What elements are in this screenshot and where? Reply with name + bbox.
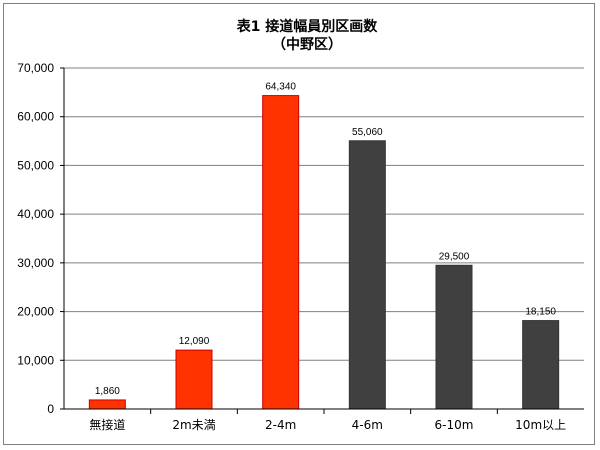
x-axis-categories: 無接道 2m未満 2-4m 4-6m 6-10m 10m以上 — [89, 409, 566, 432]
x-category-label: 10m以上 — [515, 418, 566, 432]
data-label: 29,500 — [439, 251, 470, 262]
data-label: 1,860 — [95, 386, 120, 397]
bar — [175, 349, 213, 410]
bar — [348, 140, 386, 410]
y-tick-label: 0 — [47, 402, 54, 416]
x-category-label: 無接道 — [89, 417, 125, 432]
bar — [88, 399, 126, 410]
y-tick-label: 70,000 — [17, 61, 54, 75]
data-label: 55,060 — [352, 127, 383, 138]
data-label: 64,340 — [265, 82, 296, 93]
x-category-label: 2-4m — [265, 418, 296, 432]
x-category-label: 6-10m — [435, 418, 474, 432]
y-tick-label: 10,000 — [17, 353, 54, 367]
data-label: 18,150 — [525, 307, 556, 318]
chart-title: 表1 接道幅員別区画数 — [236, 18, 379, 35]
y-tick-label: 50,000 — [17, 158, 54, 172]
bar — [522, 320, 560, 410]
x-category-label: 4-6m — [352, 418, 383, 432]
y-tick-label: 30,000 — [17, 256, 54, 270]
y-tick-label: 20,000 — [17, 305, 54, 319]
bar — [262, 95, 300, 410]
bars — [88, 95, 560, 410]
y-axis-ticks: 0 10,000 20,000 30,000 40,000 50,000 60,000 70,… — [17, 61, 64, 416]
chart-subtitle: （中野区） — [272, 36, 342, 53]
x-category-label: 2m未満 — [172, 418, 215, 432]
gridlines — [64, 67, 584, 361]
bar — [435, 264, 473, 410]
axes — [63, 68, 584, 410]
y-tick-label: 60,000 — [17, 110, 54, 124]
data-label: 12,090 — [179, 336, 210, 347]
data-labels: 1,860 12,090 64,340 55,060 29,500 18,150 — [95, 82, 557, 397]
y-tick-label: 40,000 — [17, 207, 54, 221]
